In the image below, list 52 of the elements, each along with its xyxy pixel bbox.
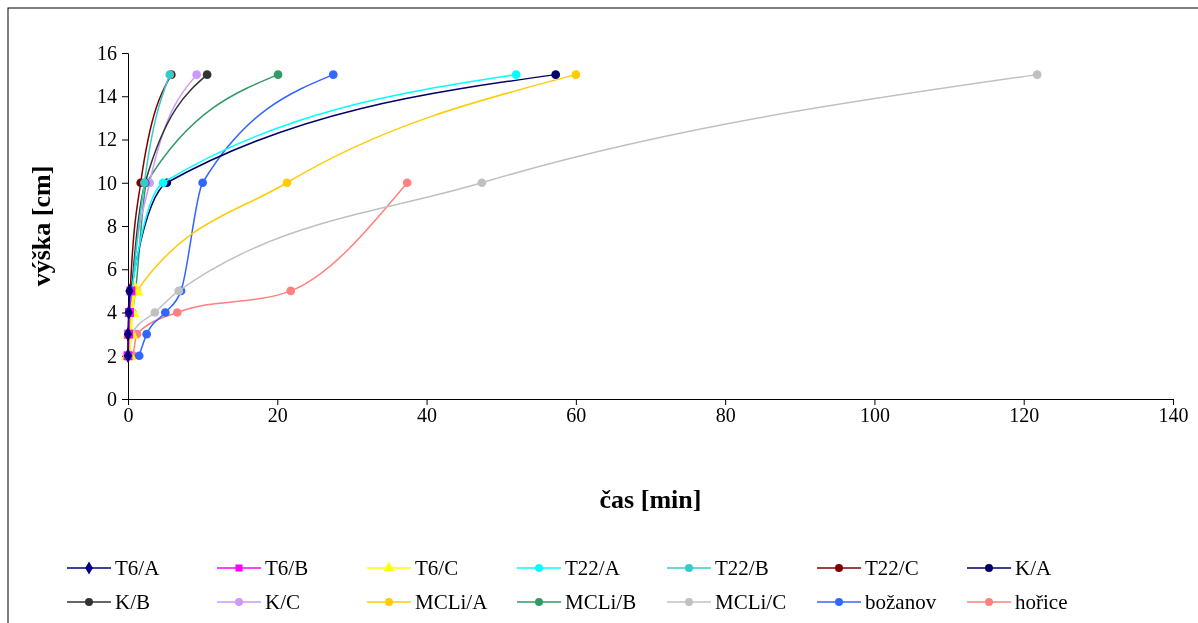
y-tick-label: 10 bbox=[97, 171, 117, 194]
legend-label: T6/C bbox=[415, 556, 459, 580]
x-tick-label: 80 bbox=[715, 404, 736, 426]
point bbox=[150, 308, 160, 317]
legend-label: K/B bbox=[115, 590, 151, 614]
point bbox=[571, 70, 581, 79]
x-tick-label: 120 bbox=[1009, 404, 1040, 426]
point bbox=[273, 70, 283, 79]
y-tick-label: 2 bbox=[107, 344, 117, 367]
legend-label: T22/A bbox=[565, 556, 621, 580]
y-axis-title: výška [cm] bbox=[27, 165, 56, 287]
x-tick-label: 100 bbox=[859, 404, 890, 426]
point bbox=[134, 351, 144, 361]
point bbox=[202, 70, 212, 79]
y-tick-label: 0 bbox=[107, 387, 117, 410]
y-tick-label: 4 bbox=[107, 301, 117, 324]
legend-label: K/C bbox=[265, 590, 301, 614]
legend-label: MCLi/C bbox=[715, 590, 787, 614]
legend-label: T22/B bbox=[715, 556, 769, 580]
x-axis-title: čas [min] bbox=[599, 485, 702, 514]
point bbox=[328, 70, 338, 79]
x-tick-label: 0 bbox=[123, 404, 134, 426]
point bbox=[158, 178, 168, 188]
point bbox=[192, 70, 202, 79]
point bbox=[551, 70, 561, 79]
point bbox=[160, 308, 170, 317]
point bbox=[402, 178, 412, 188]
x-tick-label: 60 bbox=[566, 404, 587, 426]
point bbox=[198, 178, 208, 188]
point bbox=[1032, 70, 1042, 79]
y-tick-label: 6 bbox=[107, 258, 117, 281]
legend-label: K/A bbox=[1015, 556, 1052, 580]
legend-label: T6/A bbox=[115, 556, 161, 580]
legend-label: božanov bbox=[865, 590, 937, 614]
point bbox=[511, 70, 521, 79]
legend-label: T22/C bbox=[865, 556, 919, 580]
point bbox=[142, 329, 152, 339]
x-tick-label: 40 bbox=[417, 404, 438, 426]
point bbox=[282, 178, 292, 188]
legend-label: T6/B bbox=[265, 556, 309, 580]
x-tick-label: 140 bbox=[1158, 404, 1189, 426]
x-tick-label: 20 bbox=[267, 404, 288, 426]
legend-label: MCLi/B bbox=[565, 590, 637, 614]
y-tick-label: 16 bbox=[97, 41, 117, 64]
legend-label: MCLi/A bbox=[415, 590, 489, 614]
point bbox=[477, 178, 487, 188]
point bbox=[286, 286, 296, 296]
y-tick-label: 12 bbox=[97, 128, 117, 151]
legend-label: hořice bbox=[1015, 590, 1068, 614]
point bbox=[172, 308, 182, 317]
y-tick-label: 8 bbox=[107, 214, 117, 237]
y-tick-label: 14 bbox=[97, 85, 117, 108]
